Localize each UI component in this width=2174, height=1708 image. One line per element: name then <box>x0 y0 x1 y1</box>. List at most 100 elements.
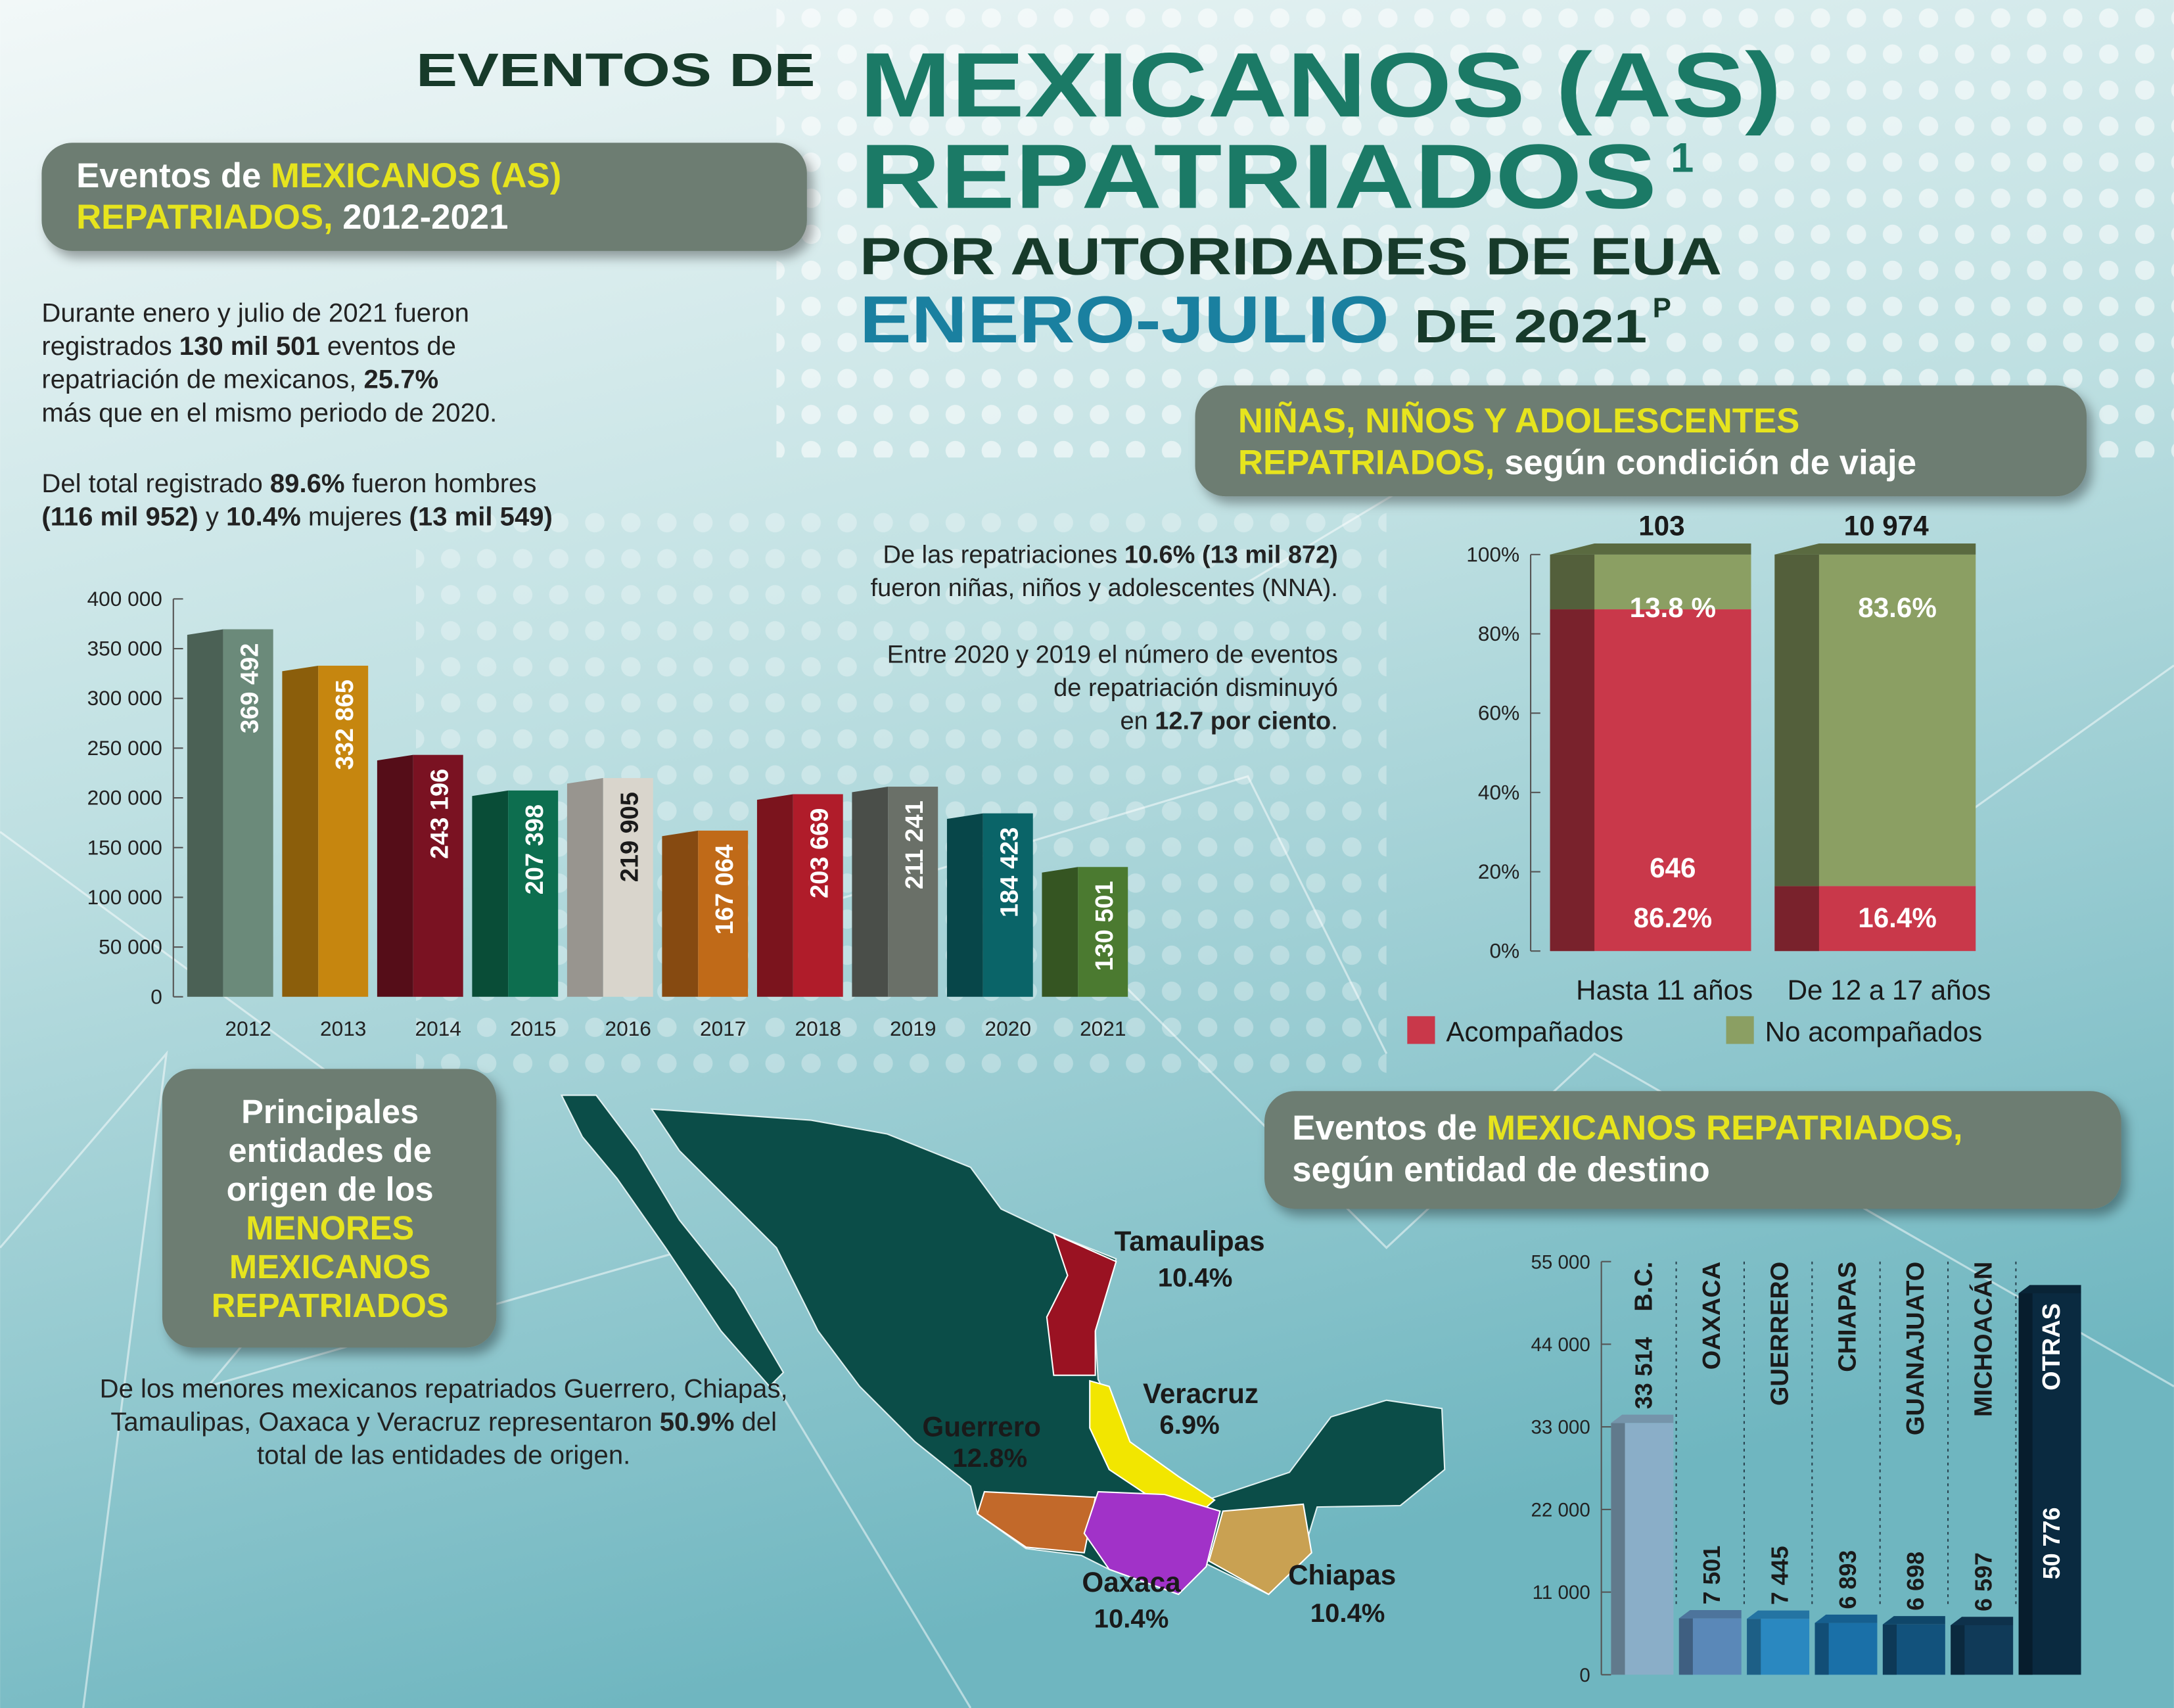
map-text-run: Tamaulipas, Oaxaca y Veracruz representa… <box>110 1408 659 1437</box>
y-tick-label: 100% <box>1466 542 1519 566</box>
bar-side <box>1774 554 1819 887</box>
y-tick-label: 22 000 <box>1531 1499 1590 1521</box>
x-tick-label: 2020 <box>985 1017 1031 1040</box>
bar <box>793 794 843 997</box>
panel-title-run: Eventos de <box>1292 1109 1487 1147</box>
x-tick-label: CHIAPAS <box>1834 1262 1862 1372</box>
intro-text: (116 mil 952) y 10.4% mujeres (13 mil 54… <box>41 503 553 532</box>
bar-side <box>1774 886 1819 952</box>
bar-top <box>1774 543 1976 555</box>
panel-title-run: según entidad de destino <box>1292 1150 1710 1189</box>
value-label: 7 445 <box>1767 1546 1793 1605</box>
x-tick-label: GUANAJUATO <box>1902 1262 1930 1435</box>
value-label: 332 865 <box>331 680 359 770</box>
region-value: 6.9% <box>1159 1410 1219 1439</box>
intro-text-run: (13 mil 549) <box>409 503 553 532</box>
bar-side <box>1042 867 1078 997</box>
x-tick-label: 2015 <box>510 1017 556 1040</box>
panel-box <box>1264 1091 2121 1209</box>
map-text-run: 50.9% <box>660 1408 735 1437</box>
panel-title: NIÑAS, NIÑOS Y ADOLESCENTES <box>1238 401 1799 440</box>
region-value: 10.4% <box>1310 1599 1385 1628</box>
region-name: Veracruz <box>1143 1378 1259 1409</box>
region-name: Guerrero <box>922 1412 1041 1443</box>
bar <box>983 813 1033 997</box>
header-superscript: P <box>1653 292 1671 323</box>
map-text: total de las entidades de origen. <box>257 1441 630 1470</box>
value-label: 33 514 <box>1631 1337 1657 1409</box>
header-superscript: 1 <box>1671 135 1694 181</box>
y-tick-label: 350 000 <box>87 637 162 660</box>
x-tick-label: 2013 <box>320 1017 366 1040</box>
bar <box>603 777 653 997</box>
y-tick-label: 40% <box>1478 780 1519 804</box>
intro-text: Del total registrado 89.6% fueron hombre… <box>41 469 536 498</box>
intro-text: registrados 130 mil 501 eventos de <box>41 332 456 361</box>
bar <box>318 665 369 997</box>
map-title: REPATRIADOS <box>212 1287 449 1324</box>
nna-text-run: 12.7 por ciento <box>1155 708 1331 735</box>
y-tick-label: 300 000 <box>87 686 162 710</box>
bar-top <box>1678 1609 1742 1619</box>
region-name: Tamaulipas <box>1115 1226 1265 1257</box>
value-label: 7 501 <box>1699 1546 1725 1605</box>
map-title-run: MENORES <box>246 1209 414 1247</box>
value-label: 211 241 <box>901 800 929 889</box>
map-region <box>977 1490 1096 1554</box>
bar-top <box>1815 1614 1878 1623</box>
x-tick-label: 2017 <box>700 1017 746 1040</box>
map-title-run: entidades de <box>228 1132 431 1169</box>
intro-text: Durante enero y julio de 2021 fueron <box>41 298 469 327</box>
y-tick-label: 50 000 <box>99 935 162 959</box>
panel-title-run: REPATRIADOS, <box>1238 443 1495 482</box>
header-year: DE 2021 <box>1414 300 1647 353</box>
y-tick-label: 60% <box>1478 701 1519 725</box>
panel-title-run: NIÑAS, NIÑOS Y ADOLESCENTES <box>1238 401 1799 440</box>
map-baja <box>560 1094 785 1388</box>
bar-side <box>472 790 509 997</box>
nna-text-run: 10.6% (13 mil 872) <box>1124 541 1338 568</box>
value-label: 83.6% <box>1858 592 1937 623</box>
intro-text: repatriación de mexicanos, 25.7% <box>41 365 438 394</box>
panel-title: REPATRIADOS, según condición de viaje <box>1238 443 1916 482</box>
panel-title: REPATRIADOS, 2012-2021 <box>76 198 508 237</box>
panel-title: Eventos de MEXICANOS (AS) <box>76 156 561 195</box>
bar-side <box>662 830 699 997</box>
y-tick-label: 0% <box>1489 939 1519 963</box>
bar-side <box>1951 1625 1965 1675</box>
map-text-run: del <box>734 1408 777 1437</box>
bar-side <box>1550 554 1595 610</box>
nna-text: de repatriación disminuyó <box>1053 674 1338 702</box>
header-por-autoridades: POR AUTORIDADES DE EUA <box>860 227 1722 286</box>
panel-title-run: MEXICANOS REPATRIADOS, <box>1487 1109 1962 1147</box>
intro-text-run: Durante enero y julio de 2021 fueron <box>41 298 469 327</box>
bar-side <box>282 665 319 997</box>
x-tick-label: OTRAS <box>2038 1303 2066 1391</box>
value-label: 16.4% <box>1858 902 1937 933</box>
value-label: 167 064 <box>711 844 739 935</box>
bar-top <box>1882 1616 1945 1625</box>
panel-title: según entidad de destino <box>1292 1150 1710 1189</box>
value-label: 13.8 % <box>1630 592 1716 623</box>
header-mexicanos: MEXICANOS (AS) <box>860 34 1782 136</box>
value-label: 369 492 <box>236 643 264 733</box>
panel-title-run: MEXICANOS (AS) <box>271 156 561 195</box>
header-eventos-de: EVENTOS DE <box>416 44 816 97</box>
x-tick-label: OAXACA <box>1698 1262 1726 1370</box>
region-value: 10.4% <box>1158 1264 1233 1293</box>
dot-pattern <box>776 0 2174 458</box>
x-tick-label: 2016 <box>605 1017 651 1040</box>
x-tick-label: 2012 <box>225 1017 271 1040</box>
x-tick-label: 2018 <box>795 1017 841 1040</box>
intro-text-run: Del total registrado <box>41 469 270 498</box>
map-mainland <box>650 1108 1446 1596</box>
value-label: 243 196 <box>426 769 453 859</box>
nna-text: fueron niñas, niños y adolescentes (NNA)… <box>871 574 1338 602</box>
bar-side <box>187 629 223 997</box>
nna-text-run: . <box>1331 708 1338 735</box>
nna-text-run: De las repatriaciones <box>883 541 1124 568</box>
map-title: origen de los <box>227 1170 434 1208</box>
value-label: 219 905 <box>616 792 643 882</box>
intro-text-run: y <box>198 503 226 532</box>
map-region <box>1046 1232 1117 1376</box>
